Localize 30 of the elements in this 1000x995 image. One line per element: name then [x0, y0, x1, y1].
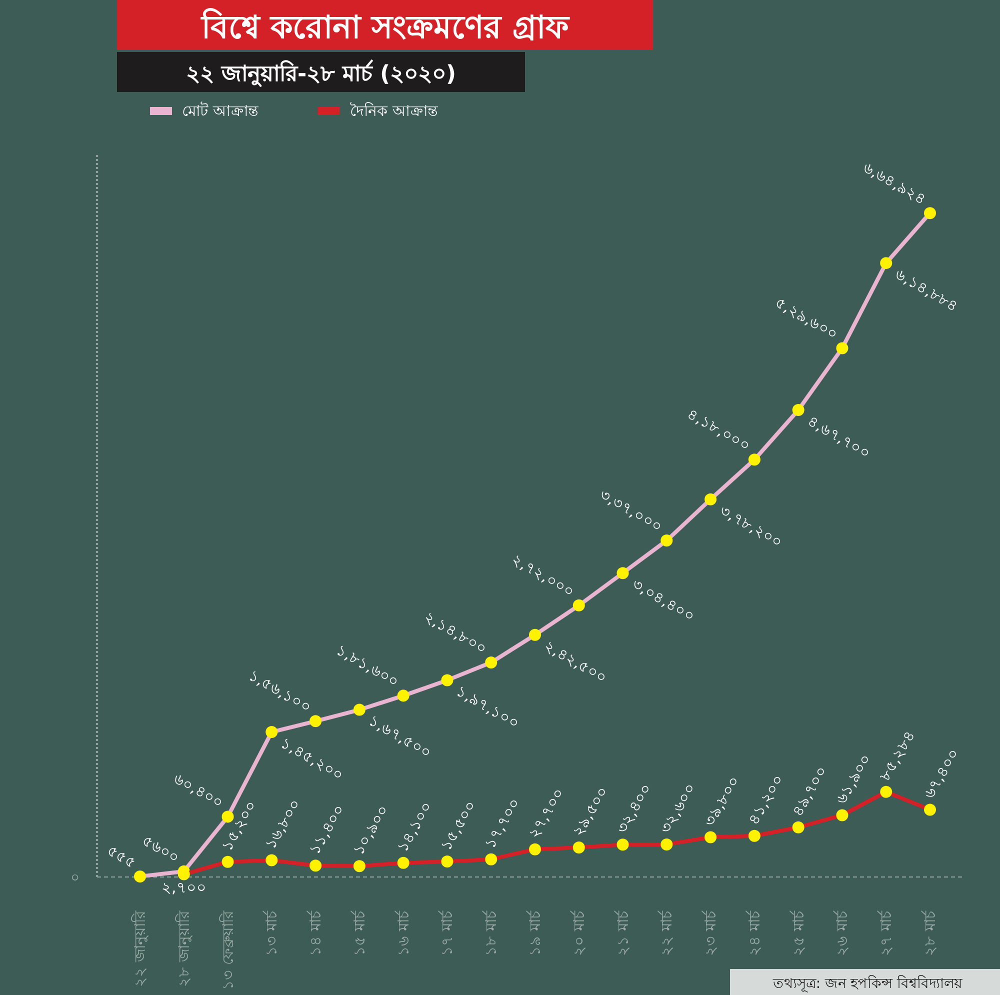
x-tick-label: ২২ জানুয়ারি [131, 910, 149, 987]
legend-item: দৈনিক আক্রান্ত [318, 102, 438, 120]
x-tick-label: ২০ মার্চ [570, 910, 588, 956]
x-tick-label: ১৭ মার্চ [438, 910, 456, 956]
x-tick-label: ২২ মার্চ [658, 910, 676, 956]
x-tick-label: ১৬ মার্চ [394, 910, 412, 956]
x-tick-label: ১৯ মার্চ [526, 910, 544, 956]
chart-subtitle: ২২ জানুয়ারি-২৮ মার্চ (২০২০) [186, 59, 456, 88]
legend-item: মোট আক্রান্ত [150, 102, 258, 120]
data-label: ২,৭০০ [162, 878, 206, 896]
data-label: ৫৬০০ [139, 831, 183, 867]
chart-title: বিশ্বে করোনা সংক্রমণের গ্রাফ [200, 7, 571, 46]
legend-label: দৈনিক আক্রান্ত [350, 102, 439, 120]
text: ০ [70, 870, 80, 886]
x-tick-label: ১৫ মার্চ [350, 910, 368, 956]
x-tick-label: ২৩ মার্চ [702, 910, 720, 956]
legend-label: মোট আক্রান্ত [182, 102, 259, 120]
x-tick-label: ২৮ মার্চ [921, 910, 939, 956]
x-tick-label: ২৬ মার্চ [833, 910, 852, 956]
x-tick-label: ১৩ মার্চ [262, 910, 281, 956]
data-label: ৫৫৫ [104, 841, 139, 872]
text: তথ্যসূত্র: জন হপকিন্স বিশ্ববিদ্যালয় [772, 975, 963, 992]
x-tick-label: ২১ মার্চ [614, 910, 632, 956]
x-tick-label: ১৩ ফেব্রুয়ারি [218, 910, 237, 990]
x-tick-label: ১৮ মার্চ [482, 910, 500, 956]
x-tick-label: ১৪ মার্চ [306, 910, 325, 956]
x-tick-label: ২৪ মার্চ [745, 910, 764, 956]
x-tick-label: ২৫ মার্চ [789, 910, 808, 956]
x-tick-label: ২৮ জানুয়ারি [174, 910, 193, 987]
x-tick-label: ২৭ মার্চ [877, 910, 896, 956]
